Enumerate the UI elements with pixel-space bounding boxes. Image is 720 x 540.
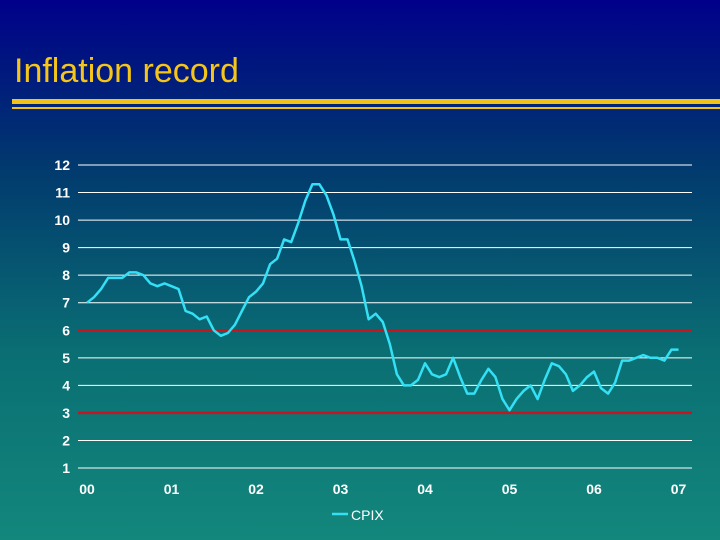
reference-lines bbox=[78, 329, 692, 415]
y-tick-label: 7 bbox=[62, 295, 70, 311]
y-tick-label: 10 bbox=[54, 212, 70, 228]
y-tick-label: 5 bbox=[62, 350, 70, 366]
y-tick-label: 11 bbox=[55, 185, 70, 201]
series-lines bbox=[86, 183, 679, 412]
x-tick-label: 04 bbox=[417, 481, 433, 497]
y-tick-label: 8 bbox=[62, 267, 70, 283]
y-tick-label: 1 bbox=[62, 460, 70, 476]
y-tick-label: 9 bbox=[62, 240, 70, 256]
title-underline-thick bbox=[12, 99, 720, 104]
x-tick-label: 01 bbox=[164, 481, 180, 497]
x-tick-label: 05 bbox=[502, 481, 518, 497]
x-tick-label: 07 bbox=[671, 481, 687, 497]
y-tick-label: 4 bbox=[62, 377, 70, 393]
x-tick-label: 00 bbox=[79, 481, 95, 497]
x-axis-tick-labels: 00 01 02 03 04 05 06 07 bbox=[79, 481, 686, 497]
title-underline-thin bbox=[12, 107, 720, 109]
x-tick-label: 03 bbox=[333, 481, 349, 497]
y-tick-label: 2 bbox=[62, 432, 70, 448]
slide-title: Inflation record bbox=[14, 52, 239, 90]
gridlines bbox=[78, 164, 692, 469]
x-tick-label: 02 bbox=[248, 481, 264, 497]
series-line-cpix bbox=[86, 183, 679, 412]
y-tick-label: 3 bbox=[62, 405, 70, 421]
y-tick-label: 6 bbox=[62, 322, 70, 338]
x-tick-label: 06 bbox=[586, 481, 602, 497]
y-tick-label: 12 bbox=[54, 157, 70, 173]
legend-label: CPIX bbox=[351, 507, 384, 523]
legend: CPIX bbox=[332, 507, 384, 523]
